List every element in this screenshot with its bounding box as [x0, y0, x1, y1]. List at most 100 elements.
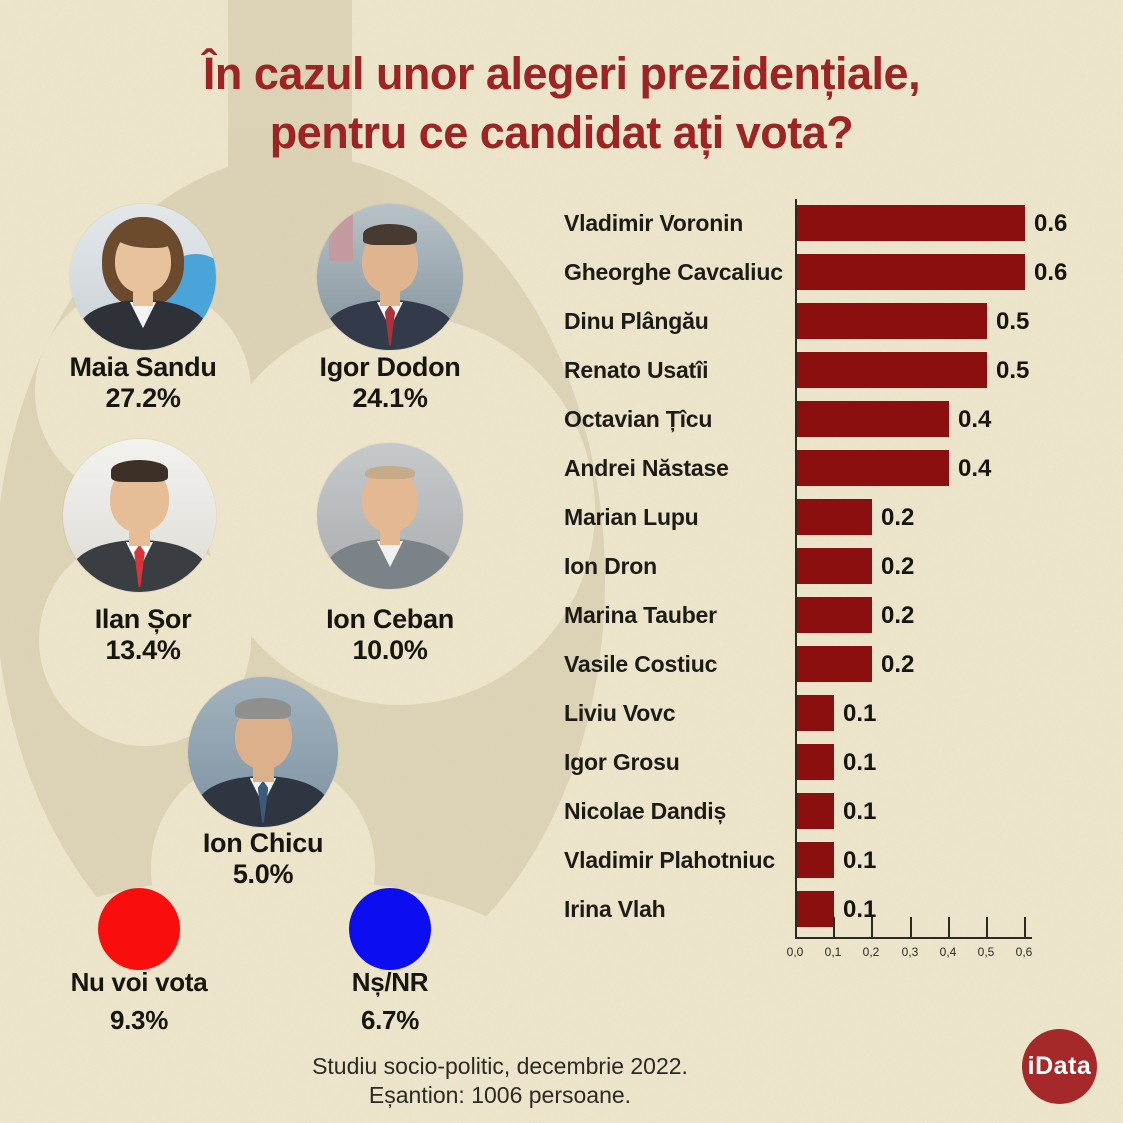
candidate-caption-igor-dodon: Igor Dodon 24.1% — [260, 352, 520, 414]
bar-value: 0.5 — [996, 307, 1030, 335]
hair-front — [113, 224, 173, 248]
candidate-name: Ion Chicu — [202, 828, 324, 858]
chart: Vladimir Voronin 0.6 Gheorghe Cavcaliuc 0.6… — [550, 197, 1123, 997]
x-tick — [948, 917, 950, 937]
tie — [134, 544, 145, 588]
candidate-pct: 27.2% — [105, 382, 181, 413]
hair-front — [365, 465, 415, 479]
candidate-caption-ion-chicu: Ion Chicu 5.0% — [133, 828, 393, 890]
x-tick — [986, 917, 988, 937]
bar-row: Liviu Vovc 0.1 — [550, 689, 1123, 738]
bar-row: Renato Usatîi 0.5 — [550, 346, 1123, 395]
candidate-name: Maia Sandu — [69, 352, 217, 382]
ns-nr-pct: 6.7% — [360, 1004, 420, 1035]
x-tick-label: 0,2 — [862, 945, 880, 959]
hair-front — [235, 698, 291, 719]
bar-value: 0.1 — [843, 748, 877, 776]
bar-value: 0.4 — [958, 454, 992, 482]
candidate-photo-ion-chicu — [188, 677, 338, 827]
bar — [796, 548, 872, 584]
y-axis — [795, 199, 797, 939]
x-tick — [1024, 917, 1026, 937]
bar — [796, 597, 872, 633]
footer: Studiu socio-politic, decembrie 2022. Eș… — [0, 1052, 1000, 1109]
x-tick-label: 0,3 — [901, 945, 919, 959]
bar — [796, 254, 1025, 290]
footer-line-2: Eșantion: 1006 persoane. — [368, 1081, 632, 1108]
idata-logo: iData — [1022, 1029, 1097, 1104]
x-axis — [795, 937, 1032, 939]
x-tick — [833, 917, 835, 937]
x-tick-label: 0,6 — [1015, 945, 1033, 959]
bar-row: Gheorghe Cavcaliuc 0.6 — [550, 248, 1123, 297]
bar-row: Irina Vlah 0.1 — [550, 885, 1123, 934]
x-tick — [910, 917, 912, 937]
x-tick-label: 0,0 — [786, 945, 804, 959]
hair-front — [111, 460, 168, 482]
bar-row: Octavian Țîcu 0.4 — [550, 395, 1123, 444]
x-tick-label: 0,4 — [939, 945, 957, 959]
bar — [796, 450, 949, 486]
bar-row: Vladimir Voronin 0.6 — [550, 199, 1123, 248]
bar-row: Dinu Plângău 0.5 — [550, 297, 1123, 346]
bar-label: Gheorghe Cavcaliuc — [564, 259, 783, 285]
bar — [796, 842, 834, 878]
bar-value: 0.1 — [843, 846, 877, 874]
page-title: În cazul unor alegeri prezidențiale, pen… — [0, 44, 1123, 163]
photo-backdrop-accent — [328, 211, 354, 261]
bar-value: 0.2 — [881, 601, 915, 629]
no-vote-circle — [98, 888, 180, 970]
bar-row: Marina Tauber 0.2 — [550, 591, 1123, 640]
bar-label: Renato Usatîi — [564, 357, 709, 383]
bar-value: 0.6 — [1034, 209, 1068, 237]
x-tick-label: 0,5 — [977, 945, 995, 959]
bar-label: Vladimir Plahotniuc — [564, 847, 775, 873]
candidate-photo-igor-dodon — [317, 204, 463, 350]
bar-label: Vladimir Voronin — [564, 210, 744, 236]
no-vote-label: Nu voi vota — [70, 967, 208, 997]
bar-label: Vasile Costiuc — [564, 651, 718, 677]
bar-row: Andrei Năstase 0.4 — [550, 444, 1123, 493]
tie — [384, 304, 396, 346]
tie — [257, 780, 269, 823]
footer-line-1: Studiu socio-politic, decembrie 2022. — [312, 1053, 688, 1079]
ns-nr-label: Nș/NR — [351, 967, 429, 997]
bar-value: 0.6 — [1034, 258, 1068, 286]
bar — [796, 303, 987, 339]
title-line-1: În cazul unor alegeri prezidențiale, — [202, 48, 921, 99]
ns-nr-caption: Nș/NR 6.7% — [270, 964, 510, 1039]
bar-value: 0.1 — [843, 797, 877, 825]
candidate-name: Ion Ceban — [326, 604, 454, 634]
bar-value: 0.2 — [881, 552, 915, 580]
hair-front — [362, 224, 417, 245]
candidate-photo-ilan-sor — [63, 439, 216, 592]
candidate-caption-ilan-sor: Ilan Șor 13.4% — [13, 604, 273, 666]
bar-row: Marian Lupu 0.2 — [550, 493, 1123, 542]
bar — [796, 695, 834, 731]
bar — [796, 744, 834, 780]
ns-nr-circle — [349, 888, 431, 970]
bar-label: Marian Lupu — [564, 504, 699, 530]
bar-value: 0.1 — [843, 895, 877, 923]
bar-row: Vasile Costiuc 0.2 — [550, 640, 1123, 689]
candidate-pct: 5.0% — [232, 858, 294, 889]
candidate-pct: 13.4% — [105, 634, 181, 665]
bar-label: Octavian Țîcu — [564, 406, 713, 432]
candidate-pct: 10.0% — [352, 634, 428, 665]
bar — [796, 891, 834, 927]
title-line-2: pentru ce candidat ați vota? — [269, 107, 854, 159]
bar — [796, 352, 987, 388]
bar-row: Vladimir Plahotniuc 0.1 — [550, 836, 1123, 885]
bar — [796, 793, 834, 829]
bar-value: 0.5 — [996, 356, 1030, 384]
bar-row: Nicolae Dandiș 0.1 — [550, 787, 1123, 836]
candidate-caption-ion-ceban: Ion Ceban 10.0% — [260, 604, 520, 666]
bar-label: Liviu Vovc — [564, 700, 676, 726]
x-tick-label: 0,1 — [824, 945, 842, 959]
bar-label: Marina Tauber — [564, 602, 717, 628]
candidate-name: Igor Dodon — [319, 352, 461, 382]
bar — [796, 401, 949, 437]
bar-label: Nicolae Dandiș — [564, 798, 727, 824]
